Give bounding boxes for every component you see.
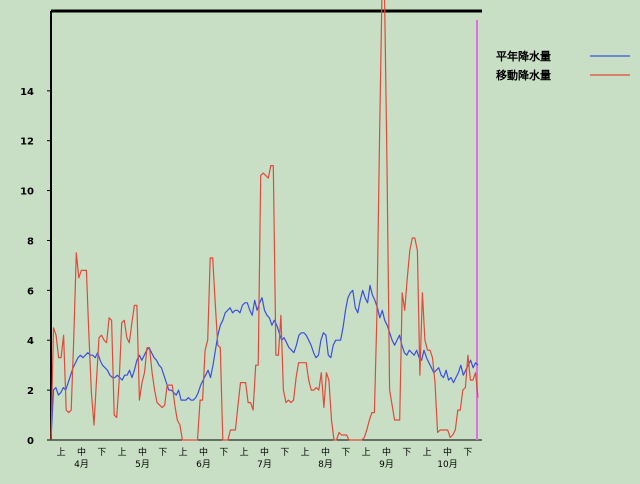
x-decade-label: 中 xyxy=(77,446,86,458)
x-decade-label: 上 xyxy=(301,447,310,458)
x-decade-label: 上 xyxy=(118,447,127,458)
x-month-label: 9月 xyxy=(379,459,394,470)
x-decade-label: 下 xyxy=(402,448,411,458)
x-decade-label: 中 xyxy=(443,446,452,458)
y-tick-label: 8 xyxy=(27,236,34,247)
y-tick-label: 14 xyxy=(20,87,34,98)
y-tick-label: 6 xyxy=(27,286,34,297)
x-month-label: 4月 xyxy=(74,459,89,470)
y-tick-label: 4 xyxy=(27,336,34,347)
x-decade-label: 中 xyxy=(260,446,269,458)
x-decade-label: 上 xyxy=(57,447,66,458)
x-month-label: 7月 xyxy=(257,459,272,470)
x-decade-label: 中 xyxy=(382,446,391,458)
x-decade-label: 下 xyxy=(158,448,167,458)
x-decade-label: 下 xyxy=(463,448,472,458)
x-decade-label: 下 xyxy=(219,448,228,458)
x-decade-label: 上 xyxy=(240,447,249,458)
y-tick-label: 12 xyxy=(20,137,34,148)
legend-label: 移動降水量 xyxy=(496,68,551,82)
series-line-normal-precipitation xyxy=(50,284,479,441)
legend-label: 平年降水量 xyxy=(496,49,551,63)
x-decade-label: 中 xyxy=(199,446,208,458)
y-tick-label: 0 xyxy=(27,436,34,447)
x-month-label: 8月 xyxy=(318,459,333,470)
x-decade-label: 下 xyxy=(341,448,350,458)
x-decade-label: 下 xyxy=(97,448,106,458)
x-decade-label: 上 xyxy=(362,447,371,458)
x-decade-label: 中 xyxy=(138,446,147,458)
y-tick-label: 10 xyxy=(20,187,34,198)
series-line-moving-precipitation xyxy=(50,0,479,441)
x-month-label: 5月 xyxy=(135,459,150,470)
x-month-label: 10月 xyxy=(437,459,457,470)
x-decade-label: 上 xyxy=(423,447,432,458)
x-decade-label: 中 xyxy=(321,446,330,458)
y-tick-label: 2 xyxy=(27,386,34,397)
x-decade-label: 上 xyxy=(179,447,188,458)
x-month-label: 6月 xyxy=(196,459,211,470)
x-decade-label: 下 xyxy=(280,448,289,458)
